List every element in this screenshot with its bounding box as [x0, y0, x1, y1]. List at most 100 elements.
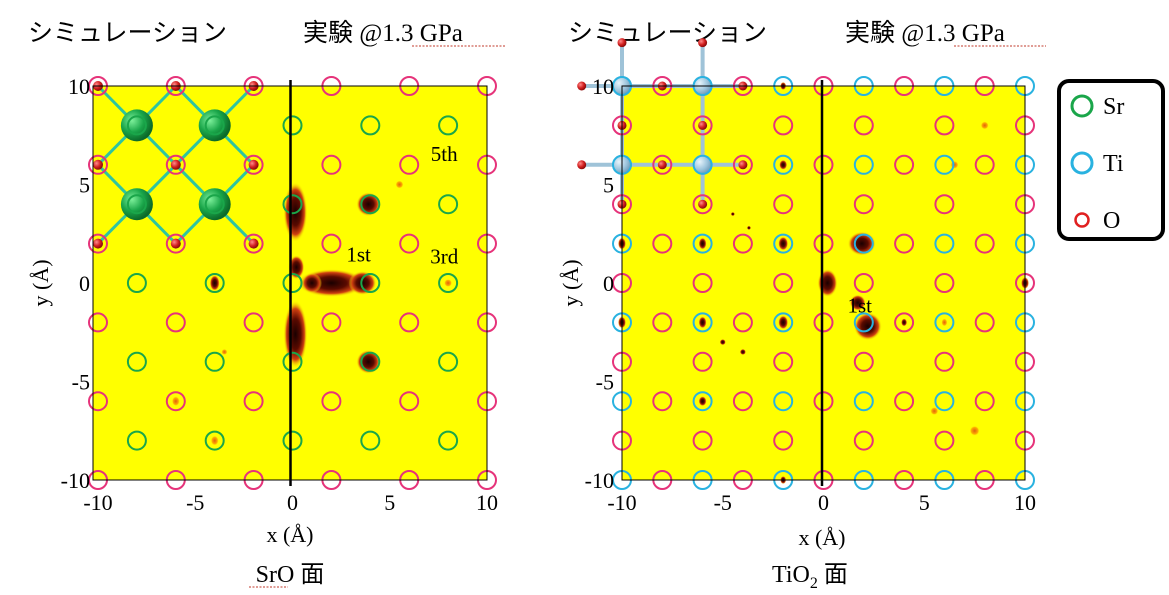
o-site-marker	[732, 233, 753, 254]
o-site-marker	[165, 233, 186, 254]
y-tick-label: 10	[592, 74, 614, 99]
o-site-marker	[934, 351, 955, 372]
ti-site-marker	[692, 391, 713, 412]
density-spot	[778, 236, 789, 251]
ti-site-marker	[853, 391, 874, 412]
y-tick-label: 5	[603, 173, 614, 198]
ti-site-marker	[853, 233, 874, 254]
density-spot	[395, 180, 404, 189]
annotation-1st: 1st	[848, 294, 873, 318]
o-site-marker	[974, 233, 995, 254]
o-site-marker	[773, 115, 794, 136]
o-site-marker	[974, 391, 995, 412]
legend-o-marker	[1074, 212, 1090, 228]
density-spot	[941, 318, 948, 327]
ti-site-marker	[853, 312, 874, 333]
density-spot	[283, 300, 308, 369]
sr-site-marker	[126, 115, 147, 136]
x-tick-label: 10	[476, 490, 498, 515]
o-site-marker	[321, 154, 342, 175]
sr-site-marker	[438, 351, 459, 372]
y-tick-label: 0	[79, 271, 90, 296]
o-site-marker	[732, 391, 753, 412]
sr-site-marker	[360, 273, 381, 293]
o-site-marker	[732, 154, 753, 175]
density-spot	[969, 425, 980, 436]
o-site-marker	[773, 273, 794, 293]
legend-box	[1057, 79, 1165, 241]
o-atom	[738, 160, 748, 170]
o-site-marker	[692, 115, 713, 136]
x-tick-label: 5	[384, 490, 395, 515]
annotation-5th: 5th	[431, 142, 458, 166]
o-site-marker	[934, 430, 955, 451]
o-site-marker	[894, 233, 915, 254]
o-atom	[577, 160, 587, 170]
left-title-sim: シミュレーション	[28, 18, 227, 47]
density-spot	[746, 225, 751, 230]
o-site-marker	[732, 312, 753, 333]
ti-site-marker	[773, 391, 794, 412]
density-spot	[817, 269, 838, 297]
sr-site-marker	[438, 194, 459, 215]
legend-ti-label: Ti	[1103, 151, 1124, 177]
o-site-marker	[692, 351, 713, 372]
panel-sro: シミュレーション 実験 @1.3 GPa 5th 1st 3rd -10 -5 0 5 10…	[28, 18, 506, 588]
o-atom	[93, 159, 103, 170]
ti-site-marker	[853, 154, 874, 175]
legend-sr-label: Sr	[1103, 94, 1124, 120]
o-site-marker	[894, 391, 915, 412]
sr-site-marker	[360, 430, 381, 451]
x-tick-label: 10	[1014, 490, 1036, 515]
right-xlabel: x (Å)	[798, 525, 845, 550]
legend-ti-marker	[1070, 151, 1094, 175]
ti-site-marker	[773, 312, 794, 333]
sr-site-marker	[282, 115, 303, 136]
density-spot	[950, 160, 959, 169]
o-site-marker	[692, 430, 713, 451]
ti-site-marker	[934, 312, 955, 333]
density-spot	[849, 294, 866, 311]
x-tick-label: -5	[714, 490, 732, 515]
density-spot	[171, 396, 180, 407]
o-site-marker	[894, 154, 915, 175]
density-spot	[778, 315, 789, 330]
x-tick-label: 5	[919, 490, 930, 515]
ti-site-marker	[934, 154, 955, 175]
o-atom	[577, 81, 587, 91]
density-spot	[221, 348, 228, 355]
sr-site-marker	[282, 430, 303, 451]
right-caption: TiO2 面	[772, 562, 848, 592]
ti-site-marker	[773, 233, 794, 254]
o-site-marker	[399, 312, 420, 333]
density-spot	[719, 339, 726, 346]
o-atom	[698, 199, 708, 209]
o-site-marker	[692, 273, 713, 293]
ti-site-marker	[934, 233, 955, 254]
y-tick-label: 5	[79, 173, 90, 198]
o-atom	[698, 120, 708, 130]
o-site-marker	[813, 391, 834, 412]
o-site-marker	[243, 154, 264, 175]
sr-site-marker	[204, 351, 225, 372]
density-spot	[779, 159, 788, 170]
sr-atom	[198, 188, 231, 221]
left-title-exp: 実験 @1.3 GPa	[303, 19, 463, 47]
sr-site-marker	[204, 194, 225, 215]
o-site-marker	[652, 154, 673, 175]
o-site-marker	[813, 154, 834, 175]
y-tick-label: 0	[603, 271, 614, 296]
right-caption-sub: 2	[810, 575, 818, 592]
density-spot	[847, 231, 876, 256]
o-site-marker	[853, 194, 874, 215]
o-site-marker	[399, 391, 420, 412]
annotation-1st: 1st	[346, 242, 371, 266]
left-annotations: 5th 1st 3rd	[346, 142, 458, 268]
annotation-3rd: 3rd	[430, 244, 458, 268]
o-site-marker	[773, 430, 794, 451]
o-site-marker	[652, 391, 673, 412]
left-plot-frame	[92, 85, 488, 481]
right-title-sim: シミュレーション	[568, 18, 767, 47]
right-plot-frame	[621, 85, 1026, 481]
o-site-marker	[321, 312, 342, 333]
